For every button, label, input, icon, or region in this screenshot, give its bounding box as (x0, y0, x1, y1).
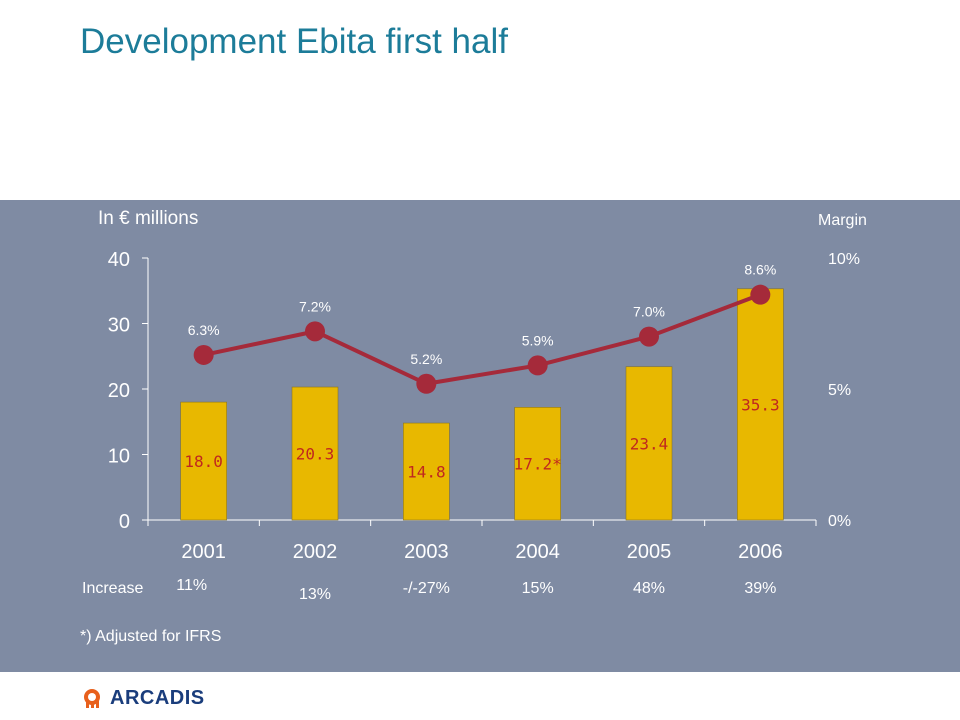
margin-value-label: 7.2% (299, 298, 331, 314)
increase-value: 13% (298, 586, 332, 603)
increase-value: 48% (632, 580, 666, 597)
margin-value-label: 5.9% (522, 332, 554, 348)
bar (625, 366, 673, 521)
margin-point (305, 321, 325, 342)
bar (403, 422, 450, 521)
margin-point (193, 344, 214, 365)
margin-point (639, 326, 659, 347)
x-tick-label: 2006 (738, 541, 783, 563)
brand-name: ARCADIS (110, 686, 205, 709)
margin-tick-label: 0% (828, 513, 851, 530)
page-title: Development Ebita first half (80, 22, 508, 61)
margin-value-label: 5.2% (410, 351, 442, 367)
margin-tick-label: 10% (828, 251, 860, 268)
increase-label: Increase (82, 580, 144, 597)
margin-point (750, 284, 771, 305)
y-tick-label: 20 (108, 380, 130, 402)
chart-panel (0, 200, 960, 672)
bar (180, 401, 227, 521)
margin-value-label: 7.0% (633, 304, 665, 320)
x-tick-label: 2001 (181, 541, 226, 563)
bar-value-label: 14.8 (407, 463, 446, 482)
x-tick-label: 2003 (404, 541, 449, 563)
right-axis-title: Margin (818, 212, 867, 229)
margin-point (416, 373, 437, 394)
bar-value-label: 17.2* (514, 455, 562, 474)
bar (514, 407, 561, 521)
increase-value: 39% (744, 580, 777, 597)
increase-value: 15% (521, 580, 554, 597)
footnote: *) Adjusted for IFRS (80, 628, 222, 645)
unit-label: In € millions (98, 208, 199, 229)
margin-value-label: 8.6% (744, 262, 776, 278)
bar-value-label: 35.3 (741, 395, 780, 414)
margin-tick-label: 5% (828, 382, 851, 399)
bar-value-label: 20.3 (296, 445, 335, 464)
bar-value-label: 23.4 (630, 434, 669, 453)
x-tick-label: 2005 (627, 541, 672, 563)
margin-line (203, 292, 762, 386)
bar (291, 386, 339, 521)
increase-value: -/-27% (402, 580, 450, 597)
y-tick-label: 0 (119, 511, 130, 533)
bar (737, 288, 784, 521)
bar-value-label: 18.0 (184, 452, 223, 471)
brand-logo: ARCADIS (82, 686, 205, 710)
x-tick-label: 2002 (293, 541, 338, 563)
y-tick-label: 40 (108, 249, 130, 271)
margin-value-label: 6.3% (188, 322, 220, 338)
arcadis-logo-icon (84, 689, 100, 708)
x-tick-label: 2004 (515, 541, 560, 563)
margin-point (527, 355, 548, 376)
increase-value: 11% (176, 577, 208, 594)
y-tick-label: 10 (108, 446, 130, 468)
y-tick-label: 30 (108, 315, 130, 337)
